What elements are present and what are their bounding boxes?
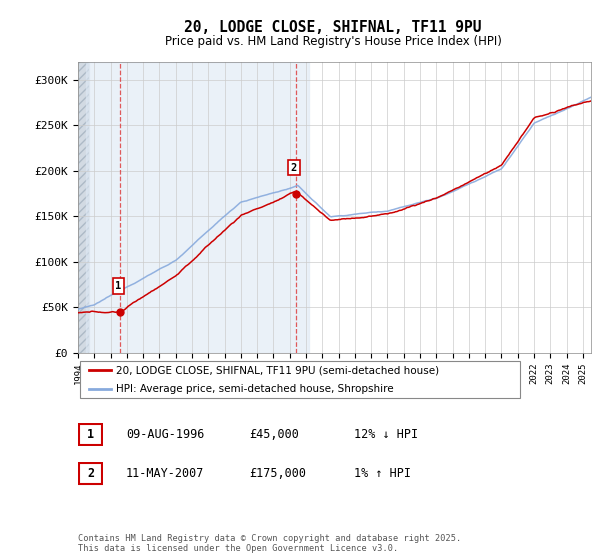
Text: 1: 1	[87, 428, 94, 441]
Text: £175,000: £175,000	[249, 466, 306, 480]
Bar	[86, 62, 309, 353]
Text: 1: 1	[115, 281, 122, 291]
FancyBboxPatch shape	[79, 424, 102, 445]
Bar	[78, 62, 89, 353]
Bar	[78, 62, 89, 353]
Text: 09-AUG-1996: 09-AUG-1996	[126, 427, 205, 441]
Text: HPI: Average price, semi-detached house, Shropshire: HPI: Average price, semi-detached house,…	[116, 384, 394, 394]
Text: Contains HM Land Registry data © Crown copyright and database right 2025.
This d: Contains HM Land Registry data © Crown c…	[78, 534, 461, 553]
Text: 1% ↑ HPI: 1% ↑ HPI	[354, 466, 411, 480]
Text: Price paid vs. HM Land Registry's House Price Index (HPI): Price paid vs. HM Land Registry's House …	[164, 35, 502, 48]
Text: 2: 2	[291, 163, 297, 173]
Text: 11-MAY-2007: 11-MAY-2007	[126, 466, 205, 480]
Text: £45,000: £45,000	[249, 427, 299, 441]
Text: 12% ↓ HPI: 12% ↓ HPI	[354, 427, 418, 441]
Text: 2: 2	[87, 467, 94, 480]
Text: 20, LODGE CLOSE, SHIFNAL, TF11 9PU: 20, LODGE CLOSE, SHIFNAL, TF11 9PU	[184, 20, 482, 35]
Text: 20, LODGE CLOSE, SHIFNAL, TF11 9PU (semi-detached house): 20, LODGE CLOSE, SHIFNAL, TF11 9PU (semi…	[116, 365, 439, 375]
FancyBboxPatch shape	[79, 463, 102, 484]
FancyBboxPatch shape	[80, 361, 520, 398]
